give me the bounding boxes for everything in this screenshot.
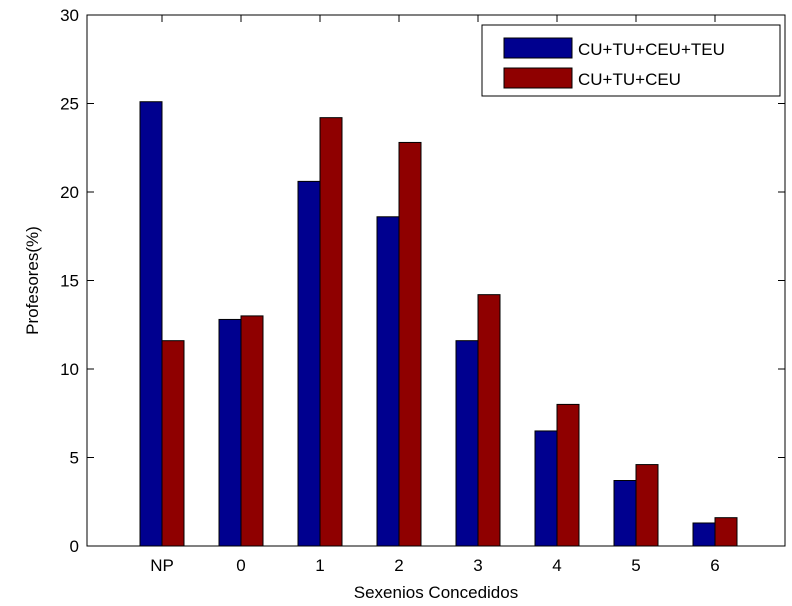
bar-series1-5: [613, 480, 637, 547]
y-tick-label: 25: [60, 95, 79, 114]
legend: CU+TU+CEU+TEU CU+TU+CEU: [481, 24, 781, 97]
bar-series1-2: [376, 216, 400, 547]
y-tick-label: 10: [60, 360, 79, 379]
y-tick-label: 15: [60, 272, 79, 291]
legend-label: CU+TU+CEU: [578, 70, 681, 89]
y-axis-label: Profesores(%): [23, 226, 42, 335]
bar-series2-2: [398, 141, 422, 547]
x-tick-label: 2: [394, 556, 403, 575]
bar-series2-5: [635, 464, 659, 547]
bar-series1-NP: [139, 101, 163, 547]
y-axis-ticks: 0 5 10 15 20 25 30: [60, 6, 785, 556]
bar-series1-1: [297, 180, 321, 547]
y-tick-label: 5: [70, 449, 79, 468]
x-tick-label: 0: [236, 556, 245, 575]
legend-swatch: [503, 67, 573, 89]
bar-series2-4: [556, 403, 580, 547]
bar-series2-3: [477, 294, 501, 547]
bar-series1-6: [692, 522, 716, 547]
bar-series1-0: [218, 318, 242, 547]
legend-swatch: [503, 37, 573, 59]
x-tick-label: 6: [710, 556, 719, 575]
bar-series2-NP: [161, 340, 185, 547]
bar-series1-3: [455, 340, 479, 547]
bar-group: [139, 101, 738, 547]
bar-series2-6: [714, 517, 738, 547]
x-tick-label: 5: [631, 556, 640, 575]
bar-series2-1: [319, 117, 343, 547]
x-tick-label: NP: [150, 556, 174, 575]
x-axis-ticks: NP 0 1 2 3 4 5 6: [150, 15, 720, 575]
x-tick-label: 1: [315, 556, 324, 575]
x-tick-label: 4: [552, 556, 561, 575]
x-tick-label: 3: [473, 556, 482, 575]
bar-series2-0: [240, 315, 264, 547]
legend-label: CU+TU+CEU+TEU: [578, 40, 725, 59]
x-axis-label: Sexenios Concedidos: [354, 583, 518, 602]
bar-series1-4: [534, 430, 558, 547]
y-tick-label: 20: [60, 183, 79, 202]
y-tick-label: 30: [60, 6, 79, 25]
y-tick-label: 0: [70, 537, 79, 556]
